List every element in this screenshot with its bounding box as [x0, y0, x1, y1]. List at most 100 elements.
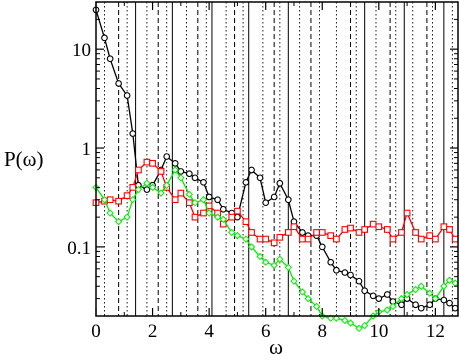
series-line: [95, 168, 456, 330]
data-point: [355, 277, 363, 285]
data-point: [276, 255, 284, 263]
data-point: [270, 239, 278, 247]
data-point: [389, 235, 397, 243]
data-point: [398, 301, 405, 309]
data-point: [199, 196, 208, 204]
data-point: [205, 209, 213, 217]
x-tick-label: 2: [148, 321, 158, 342]
series-2: [92, 166, 459, 333]
data-point: [248, 229, 255, 236]
data-point: [242, 178, 250, 186]
data-point: [417, 304, 425, 312]
data-point: [219, 205, 227, 213]
data-point: [397, 294, 406, 303]
data-point: [361, 226, 369, 233]
data-point: [383, 306, 392, 314]
data-point: [261, 258, 270, 266]
data-point: [290, 277, 298, 285]
data-point: [191, 213, 199, 221]
data-point: [369, 292, 377, 300]
data-point: [304, 235, 312, 243]
data-point: [346, 319, 355, 327]
data-point: [333, 266, 340, 274]
data-point: [284, 196, 292, 204]
series-1: [92, 158, 459, 247]
data-point: [284, 263, 293, 272]
data-point: [129, 130, 137, 137]
x-tick-label: 10: [369, 321, 388, 342]
data-point: [426, 289, 434, 297]
data-point: [451, 235, 459, 243]
data-point: [205, 193, 213, 201]
x-axis-label: ω: [269, 335, 283, 359]
data-point: [375, 223, 383, 231]
data-point: [200, 178, 207, 186]
data-point: [431, 294, 440, 303]
data-point: [355, 229, 363, 236]
data-point: [242, 235, 250, 243]
data-point: [318, 243, 326, 251]
data-point: [191, 174, 199, 182]
data-point: [134, 185, 143, 194]
series-layer: [92, 6, 459, 333]
data-point: [411, 285, 420, 294]
data-point: [446, 299, 453, 307]
data-point: [360, 321, 369, 330]
data-point: [440, 296, 448, 304]
data-point: [185, 170, 193, 178]
data-point: [129, 196, 137, 204]
data-point: [270, 261, 278, 270]
data-point: [417, 282, 425, 290]
data-point: [256, 252, 264, 261]
data-point: [233, 231, 242, 240]
data-point: [403, 209, 411, 217]
x-tick-label: 12: [426, 321, 445, 342]
data-point: [440, 282, 448, 290]
data-point: [417, 235, 425, 243]
data-point: [191, 198, 199, 207]
data-point: [242, 218, 250, 226]
data-point: [171, 166, 179, 174]
data-point: [106, 55, 114, 63]
data-point: [426, 301, 434, 309]
data-point: [262, 235, 270, 243]
data-point: [412, 301, 419, 309]
data-point: [171, 196, 179, 204]
data-point: [341, 316, 349, 325]
data-point: [262, 199, 270, 207]
data-point: [432, 235, 439, 243]
x-tick-label: 6: [261, 321, 271, 342]
data-point: [162, 181, 171, 189]
data-point: [347, 271, 354, 279]
data-point: [234, 207, 241, 215]
data-point: [304, 294, 312, 303]
data-point: [143, 186, 151, 193]
data-point: [313, 229, 320, 236]
data-point: [389, 302, 397, 311]
data-point: [148, 183, 157, 192]
y-tick-label: 10: [72, 40, 91, 61]
data-point: [451, 304, 459, 312]
data-point: [403, 290, 411, 299]
data-point: [341, 226, 349, 233]
data-point: [177, 189, 185, 197]
data-point: [327, 258, 335, 266]
data-point: [214, 196, 221, 204]
data-point: [185, 190, 194, 199]
data-point: [412, 229, 419, 236]
data-point: [101, 34, 108, 42]
data-point: [369, 220, 377, 228]
data-point: [247, 243, 256, 251]
data-point: [355, 324, 363, 333]
data-point: [383, 226, 391, 233]
data-point: [115, 197, 122, 205]
data-point: [312, 302, 321, 311]
data-point: [248, 166, 255, 174]
data-point: [228, 228, 236, 237]
data-point: [284, 229, 292, 236]
data-point: [123, 213, 131, 221]
data-point: [123, 92, 131, 99]
data-point: [333, 235, 340, 243]
data-point: [318, 229, 326, 236]
